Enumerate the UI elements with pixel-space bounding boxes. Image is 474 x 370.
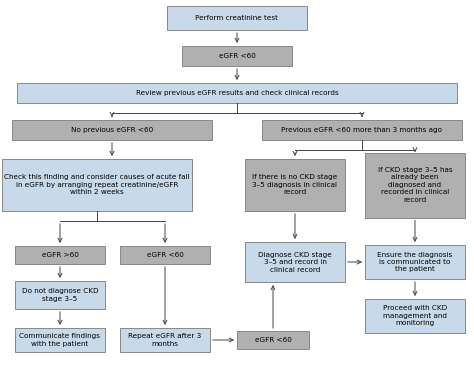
FancyBboxPatch shape [365, 152, 465, 218]
FancyBboxPatch shape [167, 6, 307, 30]
FancyBboxPatch shape [245, 242, 345, 282]
Text: Review previous eGFR results and check clinical records: Review previous eGFR results and check c… [136, 90, 338, 96]
Text: Check this finding and consider causes of acute fall
in eGFR by arranging repeat: Check this finding and consider causes o… [4, 175, 190, 195]
FancyBboxPatch shape [2, 159, 192, 211]
FancyBboxPatch shape [365, 299, 465, 333]
Text: If CKD stage 3–5 has
already been
diagnosed and
recorded in clinical
record: If CKD stage 3–5 has already been diagno… [378, 167, 452, 203]
FancyBboxPatch shape [365, 245, 465, 279]
Text: Ensure the diagnosis
is communicated to
the patient: Ensure the diagnosis is communicated to … [377, 252, 453, 272]
Text: If there is no CKD stage
3–5 diagnosis in clinical
record: If there is no CKD stage 3–5 diagnosis i… [252, 175, 337, 195]
Text: Proceed with CKD
management and
monitoring: Proceed with CKD management and monitori… [383, 306, 447, 326]
Text: Diagnose CKD stage
3–5 and record in
clinical record: Diagnose CKD stage 3–5 and record in cli… [258, 252, 332, 272]
FancyBboxPatch shape [12, 120, 212, 140]
Text: eGFR <60: eGFR <60 [146, 252, 183, 258]
Text: Communicate findings
with the patient: Communicate findings with the patient [19, 333, 100, 347]
FancyBboxPatch shape [17, 83, 457, 103]
FancyBboxPatch shape [182, 46, 292, 66]
FancyBboxPatch shape [15, 281, 105, 309]
FancyBboxPatch shape [15, 328, 105, 352]
FancyBboxPatch shape [15, 246, 105, 264]
Text: Do not diagnose CKD
stage 3–5: Do not diagnose CKD stage 3–5 [22, 288, 98, 302]
FancyBboxPatch shape [262, 120, 462, 140]
Text: No previous eGFR <60: No previous eGFR <60 [71, 127, 153, 133]
Text: eGFR <60: eGFR <60 [219, 53, 255, 59]
FancyBboxPatch shape [237, 331, 309, 349]
FancyBboxPatch shape [120, 328, 210, 352]
Text: Previous eGFR <60 more than 3 months ago: Previous eGFR <60 more than 3 months ago [282, 127, 443, 133]
FancyBboxPatch shape [120, 246, 210, 264]
Text: eGFR >60: eGFR >60 [42, 252, 78, 258]
Text: Perform creatinine test: Perform creatinine test [195, 15, 279, 21]
FancyBboxPatch shape [245, 159, 345, 211]
Text: Repeat eGFR after 3
months: Repeat eGFR after 3 months [128, 333, 201, 347]
Text: eGFR <60: eGFR <60 [255, 337, 292, 343]
